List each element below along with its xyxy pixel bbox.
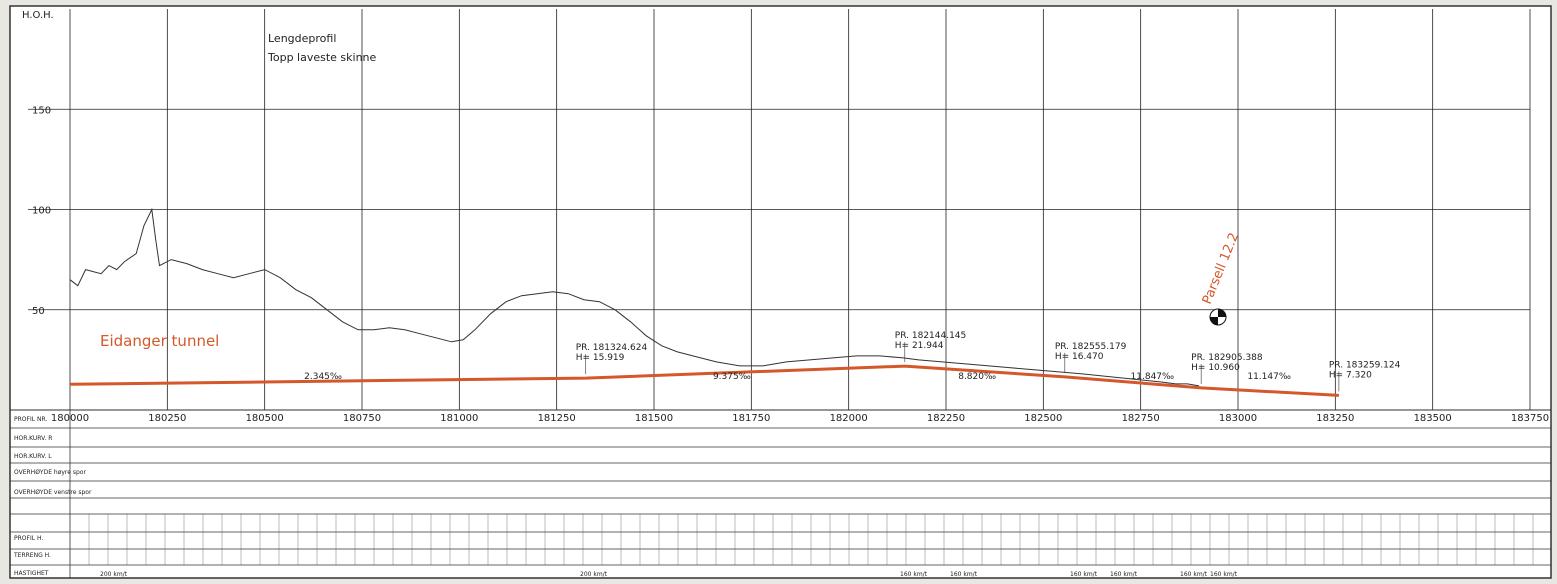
speed-label-7: 160 km/t — [1210, 571, 1238, 578]
y-axis-label: H.O.H. — [22, 10, 54, 21]
annotation-height-0: H= 15.919 — [576, 353, 625, 363]
x-tick-label-3: 180750 — [343, 413, 381, 424]
series-group — [69, 207, 1339, 397]
parsell-symbol-q1 — [1218, 309, 1226, 317]
chart-title: Lengdeprofil — [268, 32, 336, 45]
y-tick-label-0: 50 — [32, 306, 45, 317]
x-tick-label-5: 181250 — [538, 413, 576, 424]
annotation-station-4: PR. 183259.124 — [1329, 360, 1401, 370]
annotation-height-1: H= 21.944 — [895, 341, 944, 351]
table-row-label-7: HASTIGHET — [14, 570, 49, 577]
annotation-station-2: PR. 182555.179 — [1055, 342, 1127, 352]
parsell-symbol-q3 — [1210, 317, 1218, 325]
speed-label-1: 200 km/t — [580, 571, 608, 578]
table-row-label-4: OVERHØYDE venstre spor — [14, 489, 92, 496]
table-row-label-3: OVERHØYDE høyre spor — [14, 469, 86, 476]
table-row-label-2: HOR.KURV. L — [14, 453, 52, 460]
tunnel-label: Eidanger tunnel — [100, 332, 219, 350]
chart-subtitle: Topp laveste skinne — [267, 51, 377, 64]
speed-label-0: 200 km/t — [100, 571, 128, 578]
annotation-station-0: PR. 181324.624 — [576, 343, 648, 353]
series-line-0 — [69, 207, 1200, 387]
annotation-station-3: PR. 182905.388 — [1191, 353, 1263, 363]
y-tick-label-2: 150 — [32, 105, 51, 116]
x-tick-label-1: 180250 — [148, 413, 186, 424]
x-tick-label-14: 183500 — [1414, 413, 1452, 424]
table-row-label-1: HOR.KURV. R — [14, 435, 52, 442]
slope-label-0: 2.345‰ — [304, 372, 342, 382]
speed-label-3: 160 km/t — [950, 571, 978, 578]
slope-label-2: 8.820‰ — [958, 372, 996, 382]
grid — [28, 9, 1531, 410]
x-tick-label-11: 182750 — [1122, 413, 1160, 424]
slope-label-4: 11.147‰ — [1247, 372, 1291, 382]
table-row-label-0: PROFIL NR. — [14, 416, 47, 423]
profile-table: PROFIL NR. HOR.KURV. R HOR.KURV. L OVERHØYD… — [10, 409, 1551, 579]
table-row-label-5: PROFIL H. — [14, 535, 43, 542]
x-tick-label-4: 181000 — [440, 413, 478, 424]
x-tick-label-10: 182500 — [1024, 413, 1062, 424]
x-tick-label-8: 182000 — [830, 413, 868, 424]
drawing-frame — [9, 5, 1552, 579]
x-tick-label-9: 182250 — [927, 413, 965, 424]
speed-label-2: 160 km/t — [900, 571, 928, 578]
x-tick-label-6: 181500 — [635, 413, 673, 424]
x-tick-label-2: 180500 — [246, 413, 284, 424]
slope-label-1: 9.375‰ — [713, 372, 751, 382]
series-line-1 — [69, 364, 1339, 397]
speed-label-4: 160 km/t — [1070, 571, 1098, 578]
annotation-height-4: H= 7.320 — [1329, 370, 1372, 380]
y-axis: 50 100 150 — [32, 105, 51, 317]
annotation-station-1: PR. 182144.145 — [895, 331, 966, 341]
annotation-height-2: H= 16.470 — [1055, 352, 1104, 362]
y-tick-label-1: 100 — [32, 206, 51, 217]
x-tick-label-7: 181750 — [732, 413, 770, 424]
speed-label-6: 160 km/t — [1180, 571, 1208, 578]
x-tick-label-15: 183750 — [1511, 413, 1549, 424]
table-row-label-6: TERRENG H. — [13, 552, 51, 559]
annotation-height-3: H= 10.960 — [1191, 363, 1240, 373]
speed-label-5: 160 km/t — [1110, 571, 1138, 578]
x-tick-label-13: 183250 — [1316, 413, 1354, 424]
slope-label-3: 11.847‰ — [1131, 372, 1175, 382]
x-tick-label-12: 183000 — [1219, 413, 1257, 424]
